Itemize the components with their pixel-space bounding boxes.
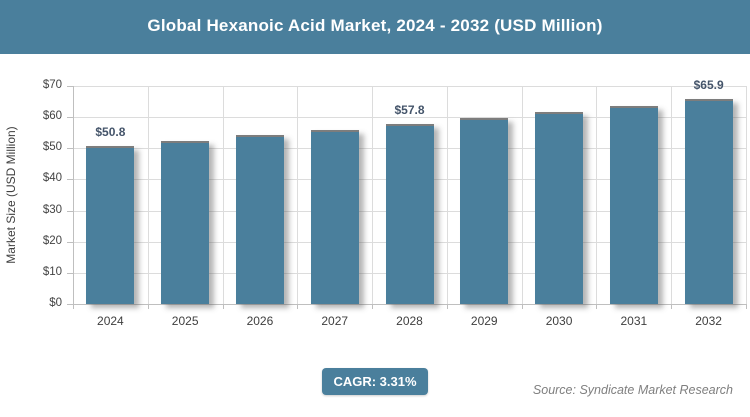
x-axis-label: 2032 [695,314,722,328]
bar [385,123,434,304]
bar-data-label: $65.9 [693,77,724,92]
x-axis-label: 2026 [246,314,274,328]
x-axis-tick [372,304,374,309]
x-axis-label: 2028 [396,314,423,328]
bar-data-label: $57.8 [394,102,425,117]
x-axis-label: 2025 [171,314,199,328]
bar [609,105,658,304]
v-gridline [297,86,299,304]
bar-data-label: $50.8 [95,124,126,139]
source-text: Source: Syndicate Market Research [532,383,733,397]
x-axis-label: 2031 [620,314,648,328]
v-gridline [446,86,448,304]
y-axis-label: $0 [49,297,62,309]
x-axis-tick [521,304,523,309]
v-gridline [596,86,598,304]
v-gridline [746,86,747,304]
x-axis-tick [671,304,673,309]
x-axis-label: 2024 [97,314,124,328]
y-axis-tick [67,272,73,274]
x-axis-tick [446,304,448,309]
bar [684,98,733,304]
v-gridline [222,86,224,304]
y-axis-tick [67,86,73,87]
y-axis-tick [67,210,73,212]
y-axis-tick [67,179,73,181]
bar [310,129,359,304]
y-axis-tick [67,304,73,305]
y-axis-tick [67,241,73,243]
y-axis-label: $50 [42,141,62,154]
y-axis-title: Market Size (USD Million) [4,126,18,264]
v-gridline [147,86,149,304]
bar [460,118,509,304]
x-axis-label: 2030 [545,314,573,328]
title-bar: Global Hexanoic Acid Market, 2024 - 2032… [0,0,750,54]
bar [535,111,584,304]
v-gridline [521,86,523,304]
x-axis-tick [147,304,149,309]
y-axis-line [73,86,74,304]
x-axis-tick [222,304,224,309]
x-axis-tick [73,304,74,309]
y-axis-label: $20 [42,234,62,247]
bar [86,145,135,304]
x-axis-label: 2029 [470,314,498,328]
bar [235,135,284,304]
cagr-badge: CAGR: 3.31% [322,368,428,395]
x-axis-label: 2027 [321,314,349,328]
x-axis-tick [596,304,598,309]
bar [161,140,210,304]
y-axis-label: $40 [42,172,62,185]
y-axis-label: $10 [42,265,62,278]
chart-title: Global Hexanoic Acid Market, 2024 - 2032… [147,16,603,35]
y-axis-label: $70 [42,79,62,91]
x-axis-tick [297,304,299,309]
y-axis-label: $30 [42,203,62,216]
x-axis-tick [746,304,747,309]
h-gridline [73,86,746,87]
x-axis-line [73,304,746,305]
h-gridline [73,117,746,119]
v-gridline [372,86,374,304]
y-axis-tick [67,148,73,150]
v-gridline [671,86,673,304]
y-axis-label: $60 [42,110,62,123]
y-axis-tick [67,117,73,119]
